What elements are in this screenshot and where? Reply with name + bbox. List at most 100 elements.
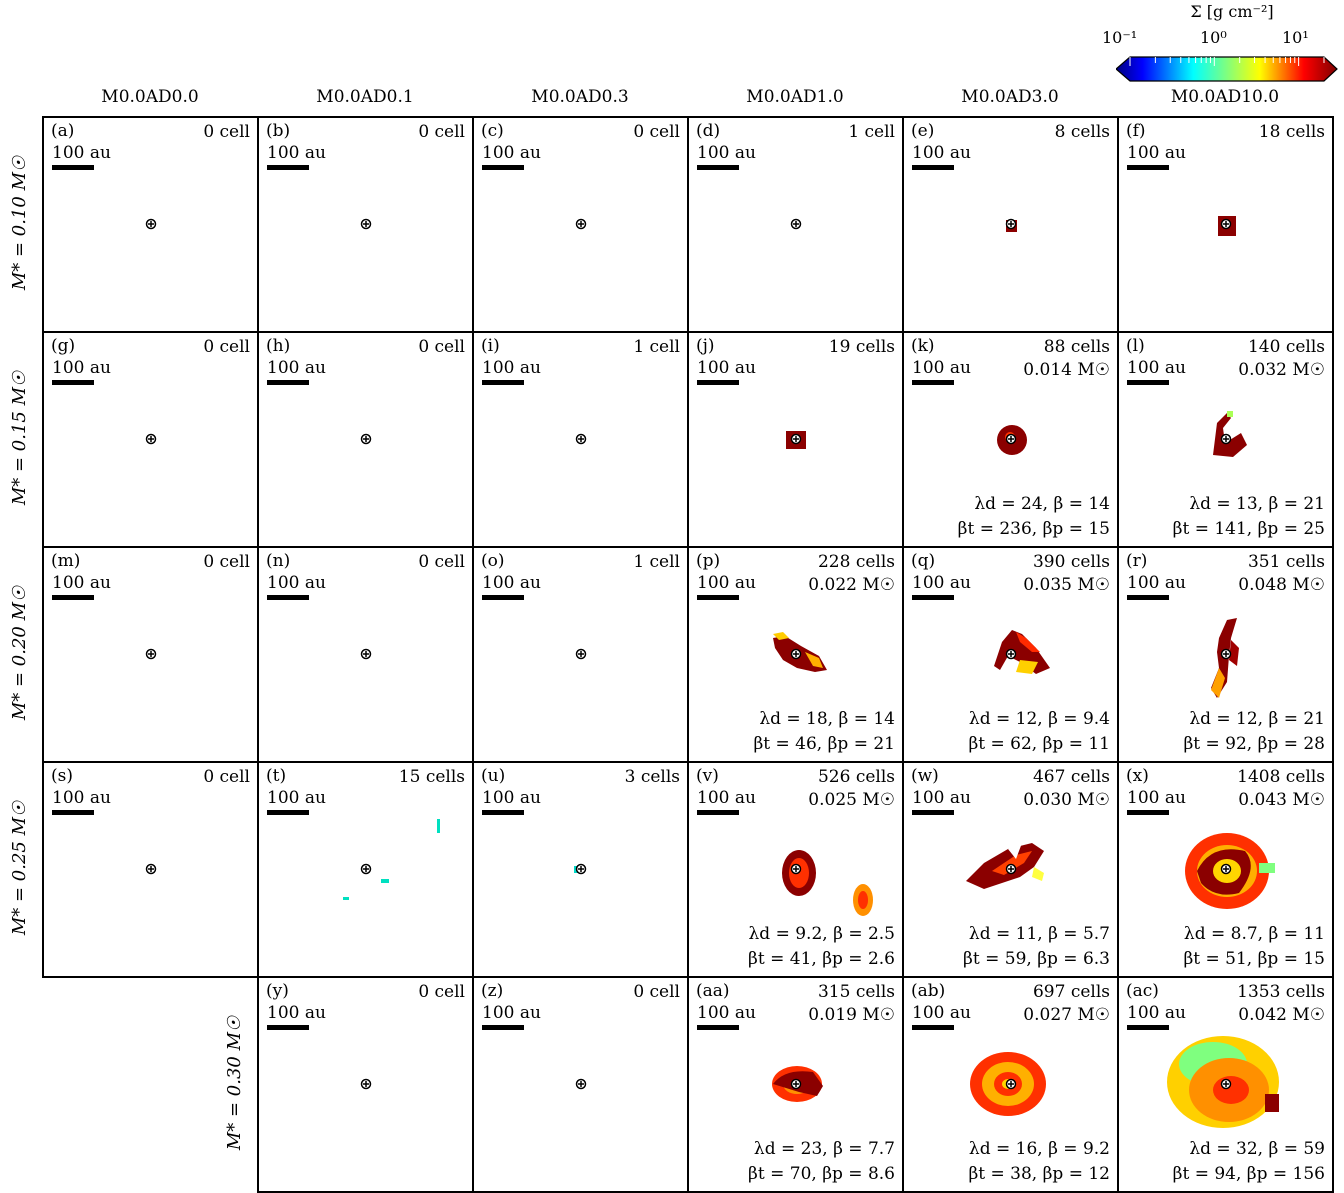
surface-density-map — [1005, 218, 1017, 232]
panel-label: (j) — [696, 336, 715, 356]
panel: (b) 100 au 0 cell — [257, 116, 474, 333]
surface-density-map — [782, 850, 873, 916]
panel: (e) 100 au 8 cells — [902, 116, 1119, 333]
density-region — [1259, 863, 1275, 873]
cell-count: 1 cell — [633, 552, 680, 572]
panel: (n) 100 au 0 cell — [257, 546, 474, 763]
scale-bar — [482, 810, 524, 815]
panel: (c) 100 au 0 cell — [472, 116, 689, 333]
panel-label: (ab) — [911, 981, 946, 1001]
scale-bar — [482, 380, 524, 385]
sink-particle-marker — [575, 218, 587, 230]
cell-count: 18 cells — [1258, 122, 1325, 142]
lambda-beta: λd = 8.7, β = 11 — [1183, 924, 1325, 944]
panel: (r) 100 au 351 cells 0.048 M☉ λd = 12, β = 2… — [1117, 546, 1334, 763]
scale-bar — [52, 595, 94, 600]
density-region — [437, 819, 440, 833]
panel-cell-count: 0 cell — [203, 766, 250, 789]
sink-particle-marker — [145, 218, 157, 230]
panel: (w) 100 au 467 cells 0.030 M☉ λd = 11, β = 5… — [902, 761, 1119, 978]
panel-cell-count: 0 cell — [203, 551, 250, 574]
panel-cell-count: 18 cells — [1259, 121, 1325, 144]
scale-bar-label: 100 au — [1127, 358, 1186, 378]
scale-bar-label: 100 au — [267, 1003, 326, 1023]
scale-bar-label: 100 au — [482, 573, 541, 593]
cell-count: 0 cell — [203, 552, 250, 572]
scale-bar-label: 100 au — [912, 1003, 971, 1023]
scale-bar-label: 100 au — [482, 358, 541, 378]
density-region — [805, 652, 823, 668]
panel-cell-count: 0 cell — [633, 981, 680, 1004]
surface-density-map — [343, 819, 440, 900]
surface-density-map — [994, 630, 1050, 674]
panel-label: (w) — [911, 766, 939, 786]
beta-t-beta-p: βt = 92, βp = 28 — [1183, 734, 1325, 754]
sink-particle-marker — [790, 218, 802, 230]
column-header: M0.0AD0.1 — [316, 87, 414, 107]
scale-bar — [1127, 380, 1169, 385]
panel-label: (h) — [266, 336, 291, 356]
panel-label: (d) — [696, 121, 721, 141]
scale-bar-label: 100 au — [697, 573, 756, 593]
panel-label: (i) — [481, 336, 500, 356]
scale-bar-label: 100 au — [267, 143, 326, 163]
panel: (aa) 100 au 315 cells 0.019 M☉ λd = 23, β = … — [687, 976, 904, 1193]
lambda-beta: λd = 16, β = 9.2 — [968, 1139, 1110, 1159]
beta-t-beta-p: βt = 59, βp = 6.3 — [963, 949, 1110, 969]
panel: (f) 100 au 18 cells — [1117, 116, 1334, 333]
sink-particle-marker — [575, 863, 587, 875]
panel-label: (aa) — [696, 981, 730, 1001]
disk-parameters: λd = 12, β = 21 βt = 92, βp = 28 — [1183, 707, 1325, 757]
scale-bar-label: 100 au — [482, 143, 541, 163]
panel-label: (v) — [696, 766, 719, 786]
disk-parameters: λd = 9.2, β = 2.5 βt = 41, βp = 2.6 — [748, 922, 895, 972]
scale-bar-label: 100 au — [1127, 788, 1186, 808]
disk-mass: 0.035 M☉ — [1023, 575, 1110, 595]
panel-label: (s) — [51, 766, 73, 786]
density-region — [773, 632, 789, 640]
panel-cell-count: 1 cell — [848, 121, 895, 144]
sink-particle-marker — [145, 433, 157, 445]
panel: (h) 100 au 0 cell — [257, 331, 474, 548]
panel-label: (y) — [266, 981, 289, 1001]
density-region — [343, 897, 349, 900]
panel-cell-count: 0 cell — [633, 121, 680, 144]
beta-t-beta-p: βt = 236, βp = 15 — [957, 519, 1110, 539]
panel: (i) 100 au 1 cell — [472, 331, 689, 548]
disk-parameters: λd = 16, β = 9.2 βt = 38, βp = 12 — [968, 1137, 1110, 1187]
lambda-beta: λd = 9.2, β = 2.5 — [748, 924, 895, 944]
panel-cell-count: 3 cells — [625, 766, 680, 789]
column-header: M0.0AD0.3 — [531, 87, 629, 107]
surface-density-map — [1213, 411, 1247, 457]
sink-particle-marker — [360, 433, 372, 445]
panel-label: (k) — [911, 336, 935, 356]
scale-bar — [1127, 810, 1169, 815]
scale-bar-label: 100 au — [697, 143, 756, 163]
panel-cell-count: 0 cell — [418, 121, 465, 144]
cell-count: 15 cells — [398, 767, 465, 787]
surface-density-map — [360, 648, 372, 660]
lambda-beta: λd = 18, β = 14 — [759, 709, 895, 729]
panel-label: (ac) — [1126, 981, 1159, 1001]
sink-particle-marker — [1005, 218, 1017, 230]
surface-density-map — [772, 1066, 823, 1102]
density-region — [1213, 413, 1247, 457]
panel: (x) 100 au 1408 cells 0.043 M☉ λd = 8.7, β =… — [1117, 761, 1334, 978]
density-region — [1008, 843, 1022, 859]
scale-bar-label: 100 au — [52, 143, 111, 163]
surface-density-map — [1211, 618, 1239, 698]
panel: (ac) 100 au 1353 cells 0.042 M☉ λd = 32, β =… — [1117, 976, 1334, 1193]
panel-cell-count: 315 cells 0.019 M☉ — [808, 981, 895, 1027]
cell-count: 0 cell — [633, 122, 680, 142]
lambda-beta: λd = 32, β = 59 — [1189, 1139, 1325, 1159]
density-region — [1211, 668, 1225, 698]
cell-count: 467 cells — [1032, 767, 1110, 787]
density-region — [992, 851, 1032, 875]
surface-density-map — [145, 433, 157, 445]
disk-mass: 0.042 M☉ — [1238, 1005, 1325, 1025]
cell-count: 3 cells — [624, 767, 680, 787]
scale-bar-label: 100 au — [1127, 573, 1186, 593]
density-region — [1032, 867, 1044, 881]
panel-label: (x) — [1126, 766, 1149, 786]
beta-t-beta-p: βt = 41, βp = 2.6 — [748, 949, 895, 969]
